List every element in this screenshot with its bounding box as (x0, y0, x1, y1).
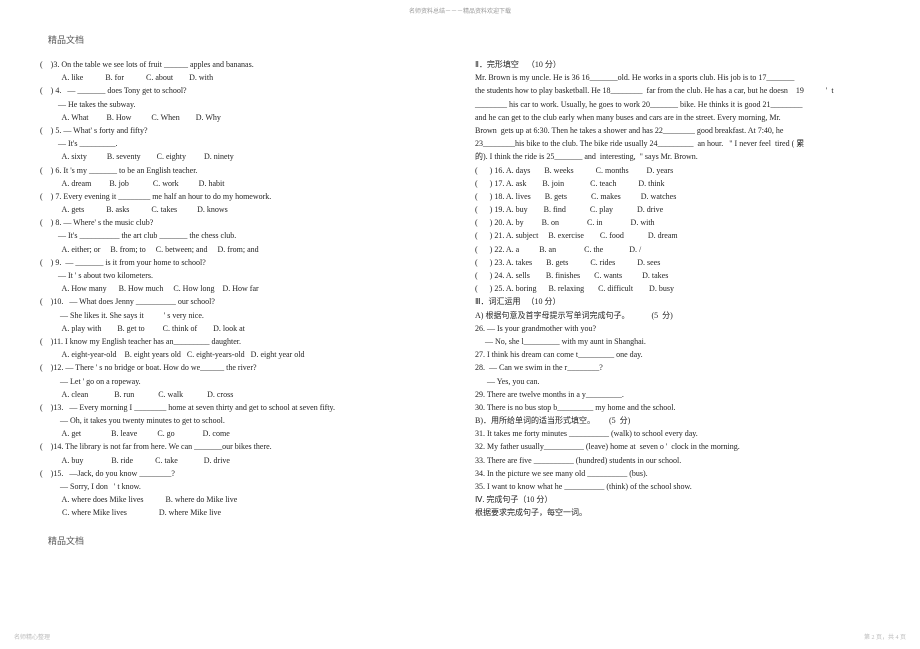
text-line: ( ) 24. A. sells B. finishes C. wants D.… (475, 269, 880, 282)
left-column: ( )3. On the table we see lots of fruit … (40, 58, 445, 520)
text-line: A. eight-year-old B. eight years old C. … (40, 348, 445, 361)
right-column: Ⅱ．完形填空 （10 分）Mr. Brown is my uncle. He i… (475, 58, 880, 520)
text-line: 31. It takes me forty minutes __________… (475, 427, 880, 440)
text-line: A. dream B. job C. work D. habit (40, 177, 445, 190)
text-line: B)．用所给单词的适当形式填空。 (5 分) (475, 414, 880, 427)
text-line: ( ) 25. A. boring B. relaxing C. difficu… (475, 282, 880, 295)
text-line: — Let ' go on a ropeway. (40, 375, 445, 388)
text-line: — It's __________ the art club _______ t… (40, 229, 445, 242)
text-line: 30. There is no bus stop b_________ my h… (475, 401, 880, 414)
text-line: ( ) 22. A. a B. an C. the D. / (475, 243, 880, 256)
text-line: ( ) 8. — Where' s the music club? (40, 216, 445, 229)
text-line: 33. There are five __________ (hundred) … (475, 454, 880, 467)
text-line: 根据要求完成句子，每空一词。 (475, 506, 880, 519)
text-line: ( )12. — There ' s no bridge or boat. Ho… (40, 361, 445, 374)
page-top-note: 名师资料总结－－－精品资料欢迎下载 (0, 0, 920, 15)
text-line: Brown gets up at 6:30. Then he takes a s… (475, 124, 880, 137)
doc-label-bottom: 精品文档 (48, 534, 920, 547)
text-line: ( )3. On the table we see lots of fruit … (40, 58, 445, 71)
text-line: — She likes it. She says it ' s very nic… (40, 309, 445, 322)
text-line: A. clean B. run C. walk D. cross (40, 388, 445, 401)
text-line: A. either; or B. from; to C. between; an… (40, 243, 445, 256)
text-line: ( ) 23. A. takes B. gets C. rides D. see… (475, 256, 880, 269)
text-line: — Oh, it takes you twenty minutes to get… (40, 414, 445, 427)
text-line: 的). I think the ride is 25_______ and in… (475, 150, 880, 163)
text-line: Ⅱ．完形填空 （10 分） (475, 58, 880, 71)
text-line: A. sixty B. seventy C. eighty D. ninety (40, 150, 445, 163)
text-line: ( ) 16. A. days B. weeks C. months D. ye… (475, 164, 880, 177)
text-line: ( ) 6. It 's my _______ to be an English… (40, 164, 445, 177)
text-line: — It ' s about two kilometers. (40, 269, 445, 282)
text-line: ( ) 9. — _______ is it from your home to… (40, 256, 445, 269)
text-line: Ⅳ. 完成句子（10 分） (475, 493, 880, 506)
text-line: ( ) 18. A. lives B. gets C. makes D. wat… (475, 190, 880, 203)
text-line: 27. I think his dream can come t________… (475, 348, 880, 361)
text-line: ( ) 17. A. ask B. join C. teach D. think (475, 177, 880, 190)
text-line: — Yes, you can. (475, 375, 880, 388)
text-line: 34. In the picture we see many old _____… (475, 467, 880, 480)
text-line: 35. I want to know what he __________ (t… (475, 480, 880, 493)
text-line: — No, she l_________ with my aunt in Sha… (475, 335, 880, 348)
content-columns: ( )3. On the table we see lots of fruit … (0, 58, 920, 520)
text-line: 28. — Can we swim in the r________? (475, 361, 880, 374)
text-line: ( )14. The library is not far from here.… (40, 440, 445, 453)
text-line: A. buy B. ride C. take D. drive (40, 454, 445, 467)
text-line: A. where does Mike lives B. where do Mik… (40, 493, 445, 506)
text-line: ( )13. — Every morning I ________ home a… (40, 401, 445, 414)
text-line: A) 根据句意及首字母提示写单词完成句子。 (5 分) (475, 309, 880, 322)
text-line: ( )15. —Jack, do you know ________? (40, 467, 445, 480)
text-line: ( )11. I know my English teacher has an_… (40, 335, 445, 348)
text-line: and he can get to the club early when ma… (475, 111, 880, 124)
text-line: 26. — Is your grandmother with you? (475, 322, 880, 335)
footer-left: 名师精心整理 (14, 632, 50, 641)
text-line: A. What B. How C. When D. Why (40, 111, 445, 124)
text-line: A. get B. leave C. go D. come (40, 427, 445, 440)
text-line: ( ) 20. A. by B. on C. in D. with (475, 216, 880, 229)
text-line: ________ his car to work. Usually, he go… (475, 98, 880, 111)
text-line: ( )10. — What does Jenny __________ our … (40, 295, 445, 308)
text-line: — He takes the subway. (40, 98, 445, 111)
doc-label-top: 精品文档 (48, 33, 920, 46)
text-line: ( ) 21. A. subject B. exercise C. food D… (475, 229, 880, 242)
text-line: 23________his bike to the club. The bike… (475, 137, 880, 150)
text-line: C. where Mike lives D. where Mike live (40, 506, 445, 519)
text-line: ( ) 7. Every evening it ________ me half… (40, 190, 445, 203)
text-line: A. play with B. get to C. think of D. lo… (40, 322, 445, 335)
text-line: A. gets B. asks C. takes D. knows (40, 203, 445, 216)
text-line: 29. There are twelve months in a y______… (475, 388, 880, 401)
text-line: ( ) 19. A. buy B. find C. play D. drive (475, 203, 880, 216)
text-line: ( ) 4. — _______ does Tony get to school… (40, 84, 445, 97)
text-line: Ⅲ．词汇运用 （10 分） (475, 295, 880, 308)
text-line: ( ) 5. — What' s forty and fifty? (40, 124, 445, 137)
text-line: A. How many B. How much C. How long D. H… (40, 282, 445, 295)
text-line: A. like B. for C. about D. with (40, 71, 445, 84)
text-line: Mr. Brown is my uncle. He is 36 16______… (475, 71, 880, 84)
footer-right: 第 2 页，共 4 页 (864, 632, 906, 641)
text-line: 32. My father usually__________ (leave) … (475, 440, 880, 453)
text-line: — Sorry, I don ' t know. (40, 480, 445, 493)
text-line: the students how to play basketball. He … (475, 84, 880, 97)
text-line: — It's _________. (40, 137, 445, 150)
page-footer: 名师精心整理 第 2 页，共 4 页 (0, 632, 920, 641)
